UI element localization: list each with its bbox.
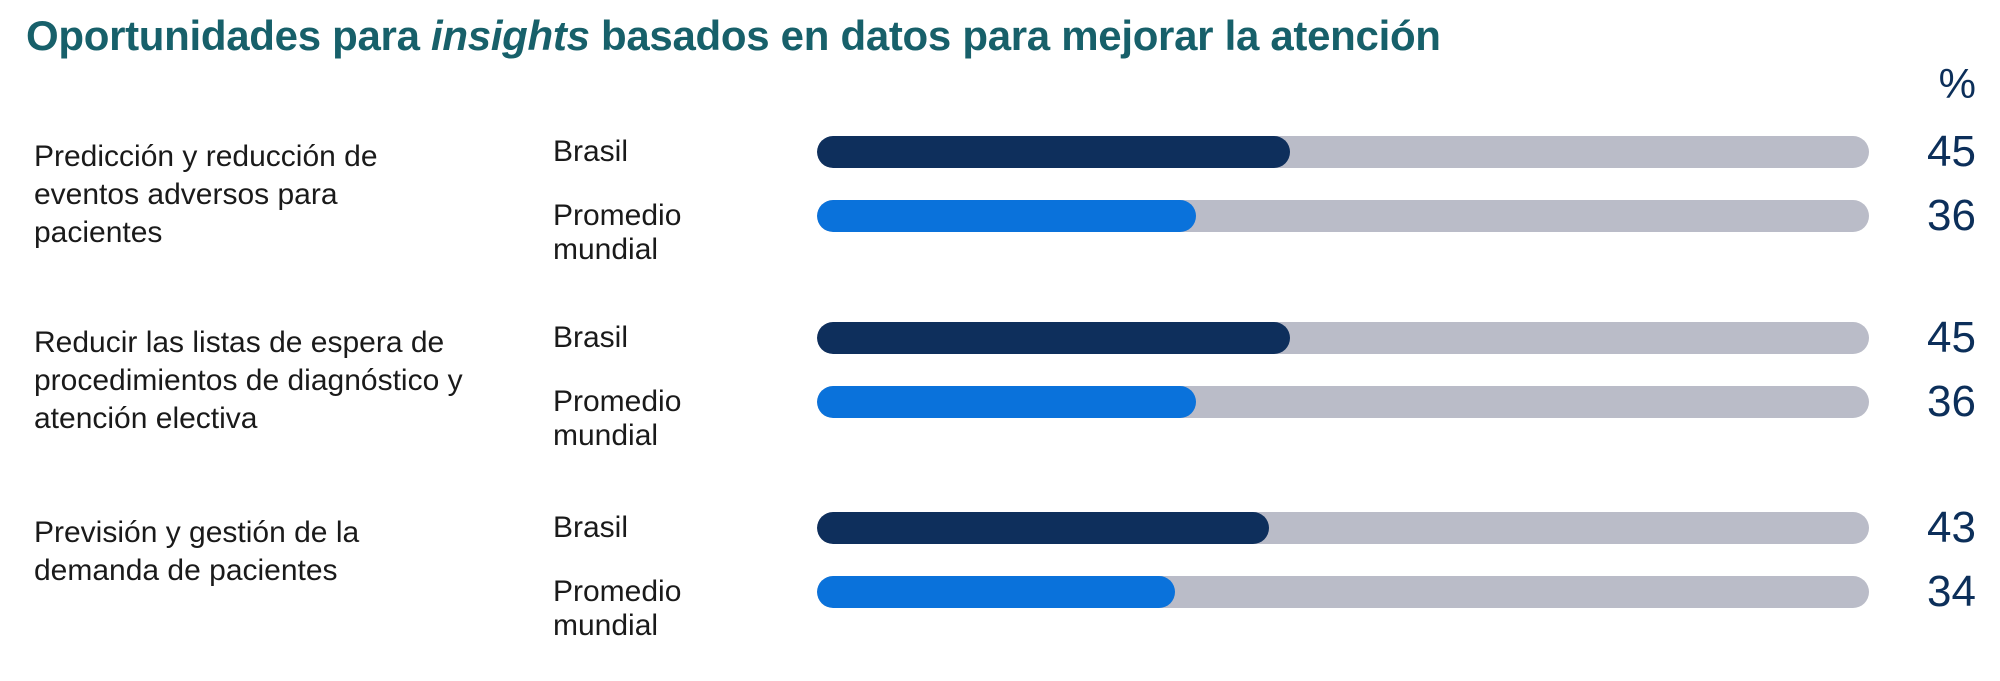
chart-title: Oportunidades para insights basados en d… [26,12,1441,59]
series-label-line: Brasil [553,135,629,168]
series-label-line: Promedio [553,575,682,608]
bar-brasil [817,136,1290,168]
value-label: 45 [1927,313,1976,362]
category-label-line: Reducir las listas de espera de [34,326,445,359]
series-label-line: Brasil [553,511,629,544]
bar-track [817,322,1869,354]
series-label: Promedio mundial [553,385,753,453]
bar-promedio-mundial [817,200,1196,232]
series-label-line: Promedio [553,199,682,232]
bar-track [817,512,1869,544]
series-label: Brasil [553,321,753,355]
category-label-line: atención electiva [34,402,258,435]
value-label: 45 [1927,127,1976,176]
category-label-line: Previsión y gestión de la [34,516,360,549]
bar-track [817,200,1869,232]
category-label-line: eventos adversos para [34,178,338,211]
bar-track [817,576,1869,608]
category-label-line: procedimientos de diagnóstico y [34,364,463,397]
value-label: 43 [1927,503,1976,552]
category-label: Reducir las listas de espera de procedimi… [34,324,514,438]
value-label: 36 [1927,377,1976,426]
bar-brasil [817,512,1269,544]
category-label: Predicción y reducción de eventos adverso… [34,138,514,252]
series-label-line: Promedio [553,385,682,418]
value-label: 36 [1927,191,1976,240]
series-label-line: Brasil [553,321,629,354]
series-label: Brasil [553,511,753,545]
category-label-line: Predicción y reducción de [34,140,378,173]
series-label-line: mundial [553,609,659,642]
bar-track [817,386,1869,418]
unit-label: % [1938,60,1976,107]
category-label-line: demanda de pacientes [34,554,338,587]
series-label: Promedio mundial [553,199,753,267]
bar-promedio-mundial [817,576,1175,608]
series-label: Promedio mundial [553,575,753,643]
series-label-line: mundial [553,419,659,452]
bar-track [817,136,1869,168]
bar-promedio-mundial [817,386,1196,418]
series-label-line: mundial [553,233,659,266]
series-label: Brasil [553,135,753,169]
category-label-line: pacientes [34,216,163,249]
value-label: 34 [1927,567,1976,616]
category-label: Previsión y gestión de la demanda de paci… [34,514,514,590]
bar-brasil [817,322,1290,354]
